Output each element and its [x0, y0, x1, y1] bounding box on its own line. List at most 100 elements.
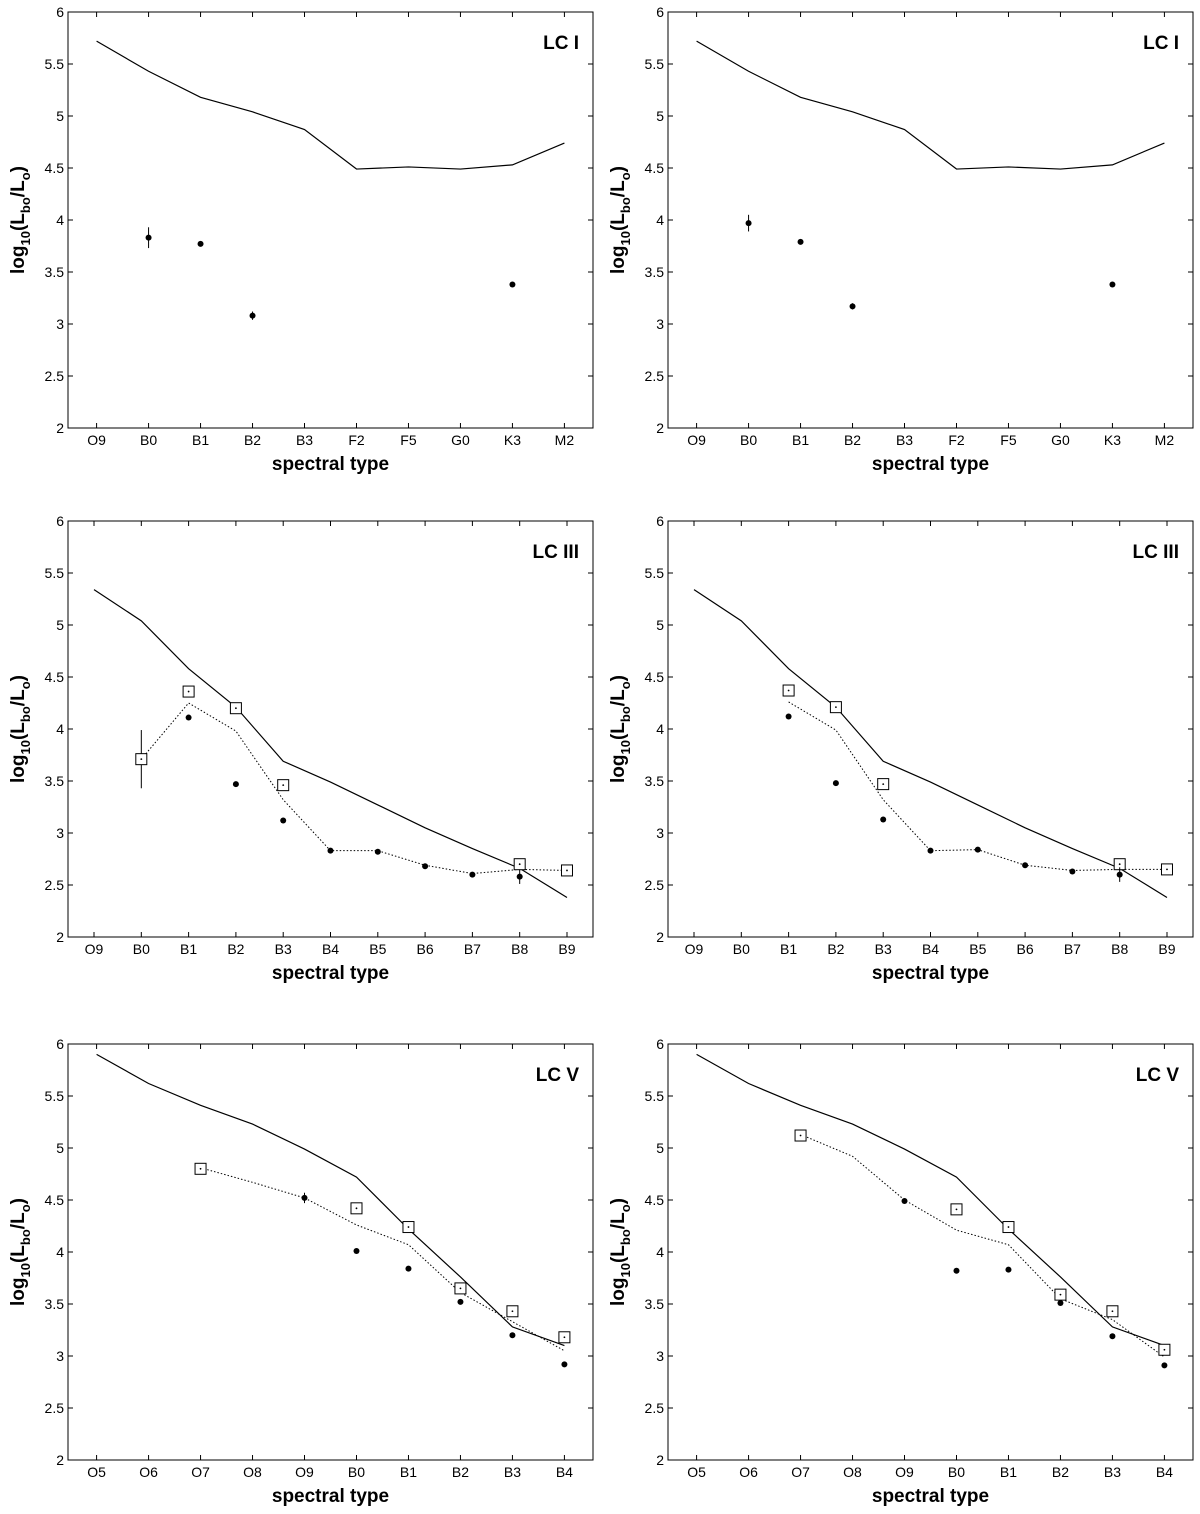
square-marker-center: [511, 1310, 514, 1313]
y-tick-label: 4.5: [45, 669, 65, 685]
x-tick-label: B0: [348, 1464, 365, 1480]
luminosity-class-label: LC III: [533, 542, 579, 563]
chart-panel-4: 2 2.5 3 3.5 4 4.5 5 5.5 6 O9 B0 B1 B2 B3 B4 B5 B6 B7 B8 B9 s…: [608, 513, 1194, 984]
luminosity-class-label: LC I: [543, 33, 579, 54]
square-marker-center: [199, 1167, 202, 1170]
x-tick-label: B8: [1111, 941, 1128, 957]
chart-panel-2: 2 2.5 3 3.5 4 4.5 5 5.5 6 O9 B0 B1 B2 B3 F2 F5 G0 K3 M2 spe…: [608, 4, 1194, 475]
dot-marker: [145, 234, 152, 241]
x-tick-label: B4: [1156, 1464, 1173, 1480]
dot-marker: [849, 303, 856, 310]
y-tick-label: 5: [56, 108, 64, 124]
y-tick-label: 2.5: [645, 1400, 665, 1416]
dot-marker: [353, 1247, 360, 1254]
dot-marker: [1057, 1299, 1064, 1306]
y-tick-label: 2: [56, 929, 64, 945]
square-marker-center: [140, 758, 143, 761]
dot-marker: [1161, 1362, 1168, 1369]
x-tick-label: O9: [687, 432, 706, 448]
y-tick-label: 4.5: [45, 1192, 65, 1208]
y-tick-label: 6: [56, 4, 64, 20]
x-tick-label: G0: [1051, 432, 1070, 448]
luminosity-class-label: LC V: [536, 1065, 580, 1086]
series-solid-line: [696, 1053, 1165, 1347]
y-tick-label: 3: [56, 1348, 64, 1364]
dot-marker: [249, 312, 256, 319]
y-tick-label: 4: [656, 212, 664, 228]
x-tick-label: O7: [191, 1464, 210, 1480]
dot-marker: [797, 238, 804, 245]
y-tick-label: 6: [656, 1036, 664, 1052]
y-tick-label: 2: [656, 929, 664, 945]
x-tick-label: M2: [1155, 432, 1175, 448]
chart-panel-1: 2 2.5 3 3.5 4 4.5 5 5.5 6 O9 B0 B1 B2 B3 F2 F5 G0 K3 M2 spe…: [8, 4, 594, 475]
plot-frame: [667, 1043, 1194, 1461]
x-tick-label: O9: [685, 941, 704, 957]
y-axis-label: log10(Lbo/Lo): [8, 675, 33, 783]
x-tick-label: G0: [451, 432, 470, 448]
y-tick-label: 3: [656, 316, 664, 332]
square-marker-center: [459, 1287, 462, 1290]
y-tick-label: 5: [656, 617, 664, 633]
x-tick-label: M2: [555, 432, 575, 448]
x-tick-label: B1: [792, 432, 809, 448]
x-tick-label: K3: [1104, 432, 1121, 448]
x-tick-label: B4: [922, 941, 939, 957]
x-tick-label: B3: [504, 1464, 521, 1480]
x-tick-label: B1: [400, 1464, 417, 1480]
x-axis-label: spectral type: [272, 963, 389, 984]
y-tick-label: 4.5: [645, 669, 665, 685]
dot-marker: [327, 847, 334, 854]
plot-frame: [667, 520, 1194, 938]
dot-marker: [1005, 1266, 1012, 1273]
dot-marker: [745, 220, 752, 227]
x-tick-label: F5: [400, 432, 417, 448]
square-marker-center: [835, 706, 837, 709]
series-dotted-line: [200, 1167, 565, 1352]
y-tick-label: 5.5: [645, 565, 665, 581]
x-tick-label: B5: [369, 941, 386, 957]
series-solid-line: [96, 40, 565, 170]
dot-marker: [1109, 1333, 1116, 1340]
square-marker-center: [282, 784, 285, 787]
y-tick-label: 3.5: [45, 1296, 65, 1312]
y-axis-label: log10(Lbo/Lo): [608, 166, 633, 274]
dot-marker: [280, 817, 287, 824]
dot-marker: [1069, 868, 1076, 875]
x-tick-label: B2: [844, 432, 861, 448]
dot-marker: [469, 871, 476, 878]
dot-marker: [561, 1361, 568, 1368]
y-axis-label: log10(Lbo/Lo): [8, 1198, 33, 1306]
y-tick-label: 4: [56, 721, 64, 737]
y-tick-label: 3.5: [645, 1296, 665, 1312]
series-dotted-line: [788, 701, 1167, 871]
square-marker-center: [1166, 868, 1168, 871]
y-tick-label: 2.5: [645, 368, 665, 384]
x-tick-label: B0: [133, 941, 150, 957]
dot-marker: [374, 848, 381, 855]
x-axis-label: spectral type: [872, 454, 989, 475]
chart-panel-5: 2 2.5 3 3.5 4 4.5 5 5.5 6 O5 O6 O7 O8 O9 B0 B1 B2 B3 B4 spe…: [8, 1036, 594, 1507]
x-tick-label: B0: [740, 432, 757, 448]
y-tick-label: 4.5: [645, 1192, 665, 1208]
dot-marker: [405, 1265, 412, 1272]
square-marker-center: [187, 690, 190, 693]
y-tick-label: 4: [656, 721, 664, 737]
plot-frame: [67, 520, 594, 938]
dot-marker: [185, 714, 192, 721]
y-tick-label: 3.5: [45, 264, 65, 280]
x-axis-label: spectral type: [272, 454, 389, 475]
y-tick-label: 4: [656, 1244, 664, 1260]
x-tick-label: B2: [827, 941, 844, 957]
dot-marker: [785, 713, 792, 720]
x-tick-label: B3: [296, 432, 313, 448]
y-tick-label: 5.5: [45, 56, 65, 72]
dot-marker: [1116, 871, 1123, 878]
y-tick-label: 5: [56, 617, 64, 633]
x-tick-label: B3: [1104, 1464, 1121, 1480]
y-tick-label: 3.5: [645, 773, 665, 789]
x-tick-label: B5: [969, 941, 986, 957]
y-tick-label: 6: [656, 4, 664, 20]
x-tick-label: F2: [948, 432, 965, 448]
y-tick-label: 2: [56, 1452, 64, 1468]
